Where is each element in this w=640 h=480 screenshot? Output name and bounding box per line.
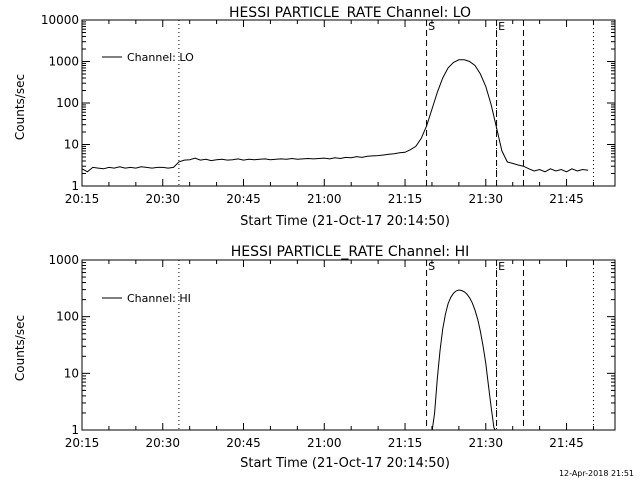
hi-x-tick-label: 21:30 — [468, 436, 503, 450]
hi-chart-title: HESSI PARTICLE_RATE Channel: HI — [231, 244, 469, 260]
hi-x-tick-label: 21:00 — [307, 436, 342, 450]
lo-x-tick-label: 20:15 — [65, 192, 100, 206]
lo-y-tick-label: 1 — [71, 179, 79, 193]
lo-y-tick-label: 100 — [56, 96, 79, 110]
lo-event-marker-label: E — [498, 20, 505, 33]
footer-timestamp: 12-Apr-2018 21:51 — [559, 469, 634, 478]
lo-y-axis-label: Counts/sec — [13, 74, 27, 140]
hi-legend-label: Channel: HI — [127, 292, 191, 305]
hi-series-line — [431, 289, 496, 430]
lo-plot-area: 20:15 20:30 20:45 21:00 21:15 21:30 21:45 1 10 10… — [41, 13, 616, 206]
lo-series-line — [82, 59, 589, 173]
lo-x-tick-label: 20:30 — [145, 192, 180, 206]
hi-x-tick-label: 20:15 — [65, 436, 100, 450]
lo-chart-title: HESSI PARTICLE_RATE Channel: LO — [229, 5, 471, 21]
hi-y-tick-label: 10 — [64, 366, 79, 380]
hi-x-tick-label: 20:30 — [145, 436, 180, 450]
hi-x-tick-label: 21:45 — [549, 436, 584, 450]
lo-plot-frame — [81, 19, 616, 187]
hi-x-tick-label: 20:45 — [226, 436, 261, 450]
lo-x-tick-label: 21:30 — [468, 192, 503, 206]
lo-event-marker-label: S — [428, 20, 435, 33]
lo-legend-label: Channel: LO — [127, 51, 194, 64]
lo-x-axis-label: Start Time (21-Oct-17 20:14:50) — [240, 214, 450, 229]
hi-y-axis-label: Counts/sec — [13, 315, 27, 381]
lo-y-tick-label: 1000 — [48, 55, 79, 69]
hi-y-tick-label: 1 — [71, 423, 79, 437]
hi-y-tick-label: 100 — [56, 310, 79, 324]
hi-x-axis-label: Start Time (21-Oct-17 20:14:50) — [240, 456, 450, 471]
lo-x-tick-label: 21:15 — [388, 192, 423, 206]
lo-x-tick-label: 21:00 — [307, 192, 342, 206]
hi-event-marker-label: E — [498, 260, 505, 273]
lo-x-tick-label: 20:45 — [226, 192, 261, 206]
hi-plot-frame — [81, 259, 616, 431]
hi-event-marker-label: S — [428, 260, 435, 273]
lo-x-tick-label: 21:45 — [549, 192, 584, 206]
hi-plot-area: 20:15 20:30 20:45 21:00 21:15 21:30 21:45 1 10 10… — [48, 253, 616, 450]
lo-legend: Channel: LO — [102, 51, 194, 64]
hi-channel-panel: HESSI PARTICLE_RATE Channel: HI Counts/s… — [13, 244, 616, 471]
hi-legend: Channel: HI — [102, 292, 191, 305]
lo-y-tick-label: 10000 — [41, 13, 79, 27]
hi-x-tick-label: 21:15 — [388, 436, 423, 450]
lo-channel-panel: HESSI PARTICLE_RATE Channel: LO Counts/s… — [13, 5, 616, 229]
hi-y-tick-label: 1000 — [48, 253, 79, 267]
lo-y-tick-label: 10 — [64, 138, 79, 152]
